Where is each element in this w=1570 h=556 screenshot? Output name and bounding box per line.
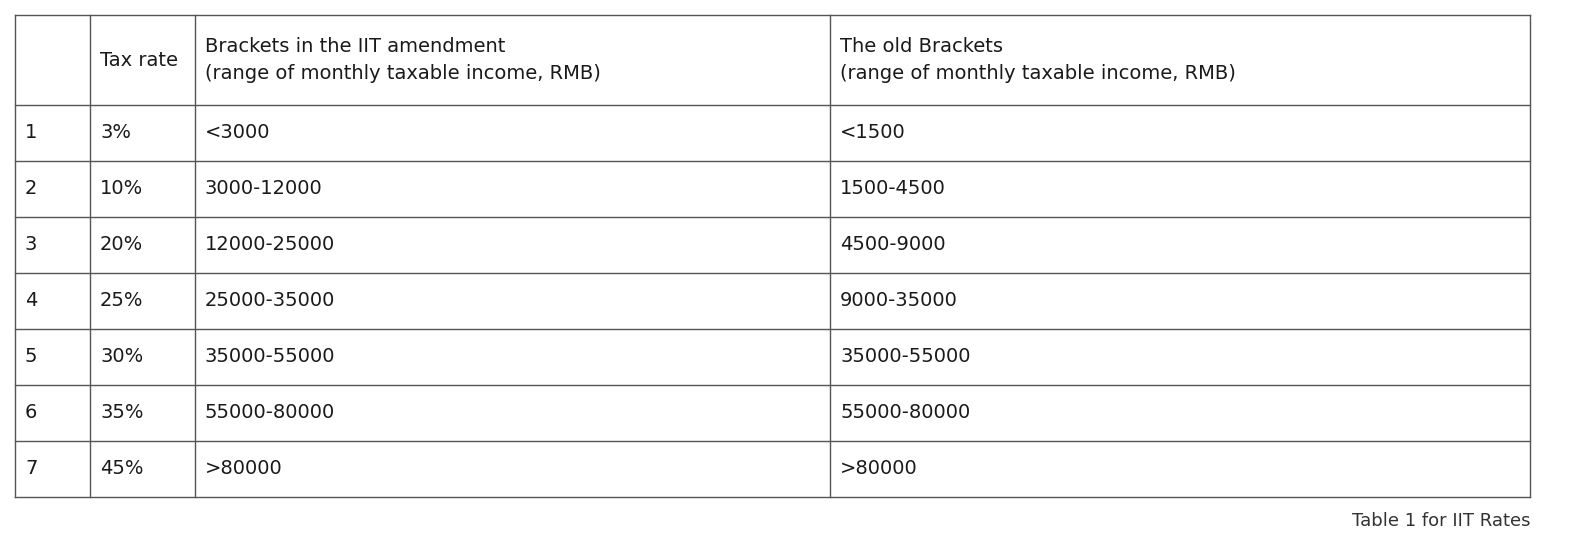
Text: (range of monthly taxable income, RMB): (range of monthly taxable income, RMB) [206,64,601,83]
Text: 3000-12000: 3000-12000 [206,180,323,198]
Text: 3: 3 [25,236,38,255]
Text: 12000-25000: 12000-25000 [206,236,336,255]
Text: 2: 2 [25,180,38,198]
Text: Table 1 for IIT Rates: Table 1 for IIT Rates [1352,512,1531,530]
Text: 7: 7 [25,459,38,479]
Text: >80000: >80000 [840,459,918,479]
Text: 35000-55000: 35000-55000 [206,348,336,366]
Text: 1500-4500: 1500-4500 [840,180,945,198]
Text: The old Brackets: The old Brackets [840,37,1003,56]
Text: 1: 1 [25,123,38,142]
Text: <1500: <1500 [840,123,906,142]
Text: 3%: 3% [100,123,130,142]
Text: <3000: <3000 [206,123,270,142]
Text: 6: 6 [25,404,38,423]
Text: 5: 5 [25,348,38,366]
Text: 9000-35000: 9000-35000 [840,291,958,310]
Text: 35%: 35% [100,404,143,423]
Text: 25%: 25% [100,291,143,310]
Text: 20%: 20% [100,236,143,255]
Text: 4500-9000: 4500-9000 [840,236,945,255]
Text: 35000-55000: 35000-55000 [840,348,970,366]
Text: 10%: 10% [100,180,143,198]
Text: Tax rate: Tax rate [100,51,177,70]
Text: 25000-35000: 25000-35000 [206,291,336,310]
Text: 4: 4 [25,291,38,310]
Text: 55000-80000: 55000-80000 [206,404,336,423]
Text: 30%: 30% [100,348,143,366]
Text: Brackets in the IIT amendment: Brackets in the IIT amendment [206,37,506,56]
Text: 55000-80000: 55000-80000 [840,404,970,423]
Text: 45%: 45% [100,459,143,479]
Text: (range of monthly taxable income, RMB): (range of monthly taxable income, RMB) [840,64,1236,83]
Text: >80000: >80000 [206,459,283,479]
